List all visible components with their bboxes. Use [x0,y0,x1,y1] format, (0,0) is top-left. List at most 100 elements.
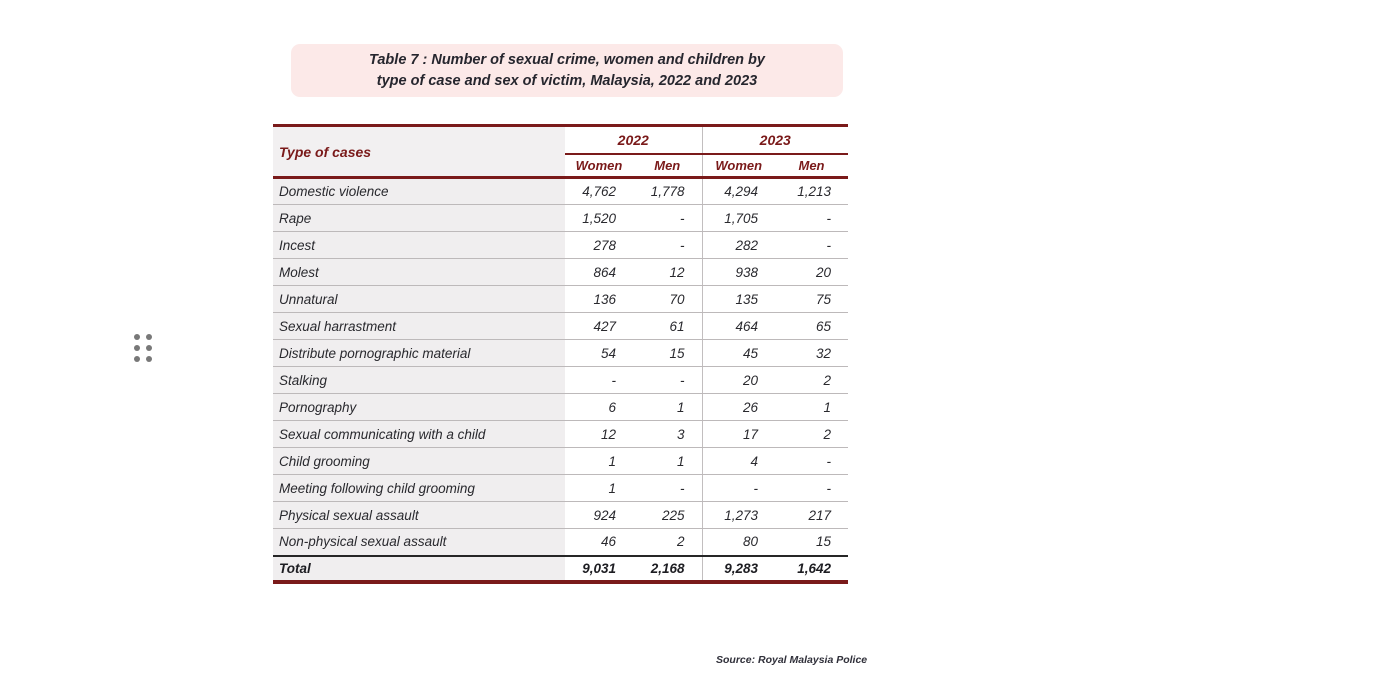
cell-value: 135 [701,285,775,313]
total-value: 9,283 [701,555,775,582]
table-title-line2: type of case and sex of victim, Malaysia… [376,72,758,89]
cell-value: - [633,474,702,502]
cell-value: 217 [775,501,848,529]
cell-value: 1,705 [701,204,775,232]
cell-value: 65 [775,312,848,340]
cell-value: 2 [633,528,702,557]
table-row: Child grooming 1 1 4 - [273,447,848,475]
row-label: Distribute pornographic material [273,339,565,367]
cell-value: - [701,474,775,502]
row-label: Non-physical sexual assault [273,528,565,557]
cell-value: 1 [565,447,633,475]
table-row: Stalking - - 20 2 [273,366,848,394]
cell-value: - [775,474,848,502]
cell-value: 464 [701,312,775,340]
row-label: Stalking [273,366,565,394]
cell-value: 45 [701,339,775,367]
cell-value: - [565,366,633,394]
row-label: Molest [273,258,565,286]
table-row: Meeting following child grooming 1 - - - [273,474,848,502]
cell-value: 1,273 [701,501,775,529]
column-header-type-of-cases: Type of cases [273,125,565,179]
total-value: 1,642 [775,555,848,582]
column-header-men-2023: Men [775,153,848,179]
cell-value: 1 [633,393,702,421]
total-label: Total [273,555,565,582]
cell-value: 61 [633,312,702,340]
cell-value: - [633,231,702,259]
cell-value: 20 [701,366,775,394]
cell-value: 32 [775,339,848,367]
table-row: Incest 278 - 282 - [273,231,848,259]
cell-value: 225 [633,501,702,529]
cell-value: 4 [701,447,775,475]
column-header-women-2023: Women [701,153,775,179]
column-header-year-2022: 2022 [565,125,702,155]
total-value: 9,031 [565,555,633,582]
column-header-women-2022: Women [565,153,633,179]
cell-value: 54 [565,339,633,367]
table-row: Non-physical sexual assault 46 2 80 15 [273,528,848,557]
cell-value: 1,520 [565,204,633,232]
row-label: Meeting following child grooming [273,474,565,502]
table-row: Sexual communicating with a child 12 3 1… [273,420,848,448]
table-row: Sexual harrastment 427 61 464 65 [273,312,848,340]
cell-value: 2 [775,420,848,448]
cell-value: 938 [701,258,775,286]
cell-value: 2 [775,366,848,394]
drag-handle-icon[interactable] [134,334,152,362]
column-header-men-2022: Men [633,153,702,179]
total-value: 2,168 [633,555,702,582]
cell-value: 26 [701,393,775,421]
statistics-table: Type of cases 2022 2023 Women Men Women … [273,124,848,584]
cell-value: 1 [633,447,702,475]
row-label: Incest [273,231,565,259]
row-label: Physical sexual assault [273,501,565,529]
cell-value: 12 [633,258,702,286]
row-label: Pornography [273,393,565,421]
row-label: Rape [273,204,565,232]
cell-value: 4,762 [565,177,633,205]
table-row: Molest 864 12 938 20 [273,258,848,286]
cell-value: 6 [565,393,633,421]
cell-value: 278 [565,231,633,259]
cell-value: 46 [565,528,633,557]
cell-value: - [775,204,848,232]
table-row: Unnatural 136 70 135 75 [273,285,848,313]
cell-value: 4,294 [701,177,775,205]
cell-value: 1,213 [775,177,848,205]
table-row: Distribute pornographic material 54 15 4… [273,339,848,367]
table-row: Domestic violence 4,762 1,778 4,294 1,21… [273,177,848,205]
cell-value: 15 [633,339,702,367]
cell-value: - [633,366,702,394]
cell-value: 3 [633,420,702,448]
cell-value: 864 [565,258,633,286]
table-row: Rape 1,520 - 1,705 - [273,204,848,232]
source-note: Source: Royal Malaysia Police [716,654,868,666]
cell-value: 136 [565,285,633,313]
cell-value: - [775,447,848,475]
table-row: Pornography 6 1 26 1 [273,393,848,421]
cell-value: 1 [775,393,848,421]
column-header-year-2023: 2023 [701,125,848,155]
cell-value: - [633,204,702,232]
table-title: Table 7 : Number of sexual crime, women … [291,44,843,97]
table-title-line1: Table 7 : Number of sexual crime, women … [369,51,765,68]
cell-value: 20 [775,258,848,286]
table-row: Physical sexual assault 924 225 1,273 21… [273,501,848,529]
cell-value: 12 [565,420,633,448]
cell-value: 15 [775,528,848,557]
cell-value: 427 [565,312,633,340]
row-label: Domestic violence [273,177,565,205]
cell-value: 1,778 [633,177,702,205]
cell-value: 282 [701,231,775,259]
cell-value: 924 [565,501,633,529]
cell-value: 70 [633,285,702,313]
table-total-row: Total 9,031 2,168 9,283 1,642 [273,555,848,582]
cell-value: 17 [701,420,775,448]
row-label: Sexual communicating with a child [273,420,565,448]
row-label: Sexual harrastment [273,312,565,340]
cell-value: - [775,231,848,259]
cell-value: 1 [565,474,633,502]
cell-value: 80 [701,528,775,557]
